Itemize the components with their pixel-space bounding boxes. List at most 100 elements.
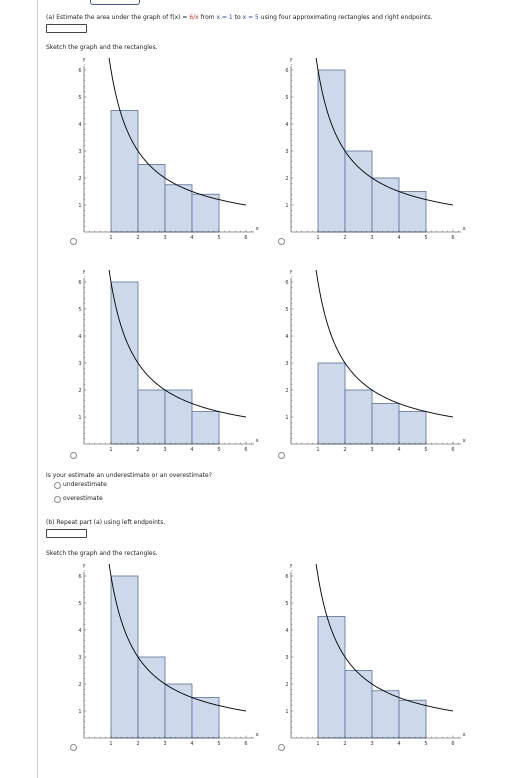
graph-a-option-1: 1 2 3 4 5 6 1 2 3 4 5 6 x y [70,58,262,240]
x-tick-label: 5 [217,447,220,452]
estimate-question: Is your estimate an underestimate or an … [46,472,212,479]
x-tick-label: 3 [370,235,373,240]
x-axis-label: x [255,226,259,232]
y-tick-label: 1 [285,415,288,421]
x-tick-label: 5 [424,447,427,452]
approx-rectangle [398,191,427,233]
y-tick-label: 5 [285,307,288,313]
x-tick-label: 4 [190,235,193,240]
x-tick-label: 5 [424,235,427,240]
y-tick-label: 6 [78,574,81,580]
approx-rectangle [137,164,166,233]
y-tick-label: 2 [285,176,288,182]
x-tick-label: 6 [451,447,454,452]
y-tick-label: 3 [78,149,81,155]
x-tick-label: 3 [370,741,373,746]
graph-svg: 1 2 3 4 5 6 1 2 3 4 5 6 x y [285,564,466,746]
x-tick-label: 2 [136,447,139,452]
x-tick-label: 3 [163,741,166,746]
y-tick-label: 3 [78,655,81,661]
approx-rectangle [371,690,400,739]
y-tick-label: 2 [285,388,288,394]
option-underestimate-label: underestimate [63,481,107,488]
y-tick-label: 2 [78,388,81,394]
y-axis-label: y [82,58,86,63]
radio-graph-b-option-1[interactable] [70,744,77,751]
graph-svg: 1 2 3 4 5 6 1 2 3 4 5 6 x y [78,58,259,240]
x-axis-label: x [462,438,466,444]
y-tick-label: 3 [285,361,288,367]
x-tick-label: 4 [397,447,400,452]
radio-graph-a-option-3[interactable] [70,452,77,459]
y-tick-label: 6 [78,68,81,74]
y-tick-label: 3 [78,361,81,367]
x-tick-label: 5 [217,741,220,746]
y-tick-label: 1 [78,203,81,209]
x-tick-label: 2 [136,235,139,240]
y-axis-label: y [289,270,293,275]
x-tick-label: 4 [190,447,193,452]
y-tick-label: 6 [78,280,81,286]
x-tick-label: 6 [244,447,247,452]
x-tick-label: 1 [316,447,319,452]
x-tick-label: 4 [397,235,400,240]
radio-graph-b-option-2[interactable] [278,744,285,751]
part-a-answer-box[interactable] [46,24,87,33]
part-a-sketch-label: Sketch the graph and the rectangles. [46,44,158,51]
y-tick-label: 2 [285,682,288,688]
x-tick-label: 1 [316,235,319,240]
y-tick-label: 1 [78,709,81,715]
y-tick-label: 5 [285,95,288,101]
approx-rectangle [137,389,166,445]
y-tick-label: 3 [285,149,288,155]
y-tick-label: 6 [285,68,288,74]
approx-rectangle [110,575,139,739]
x-tick-label: 3 [163,447,166,452]
x-tick-label: 3 [163,235,166,240]
radio-graph-a-option-2[interactable] [278,238,285,245]
x-tick-label: 5 [424,741,427,746]
approx-rectangle [191,193,220,233]
radio-graph-a-option-1[interactable] [70,238,77,245]
function-curve [315,270,454,418]
x-tick-label: 5 [217,235,220,240]
approx-rectangle [398,411,427,445]
approx-rectangle [317,362,346,445]
x-tick-label: 6 [451,741,454,746]
x-tick-label: 6 [244,235,247,240]
approx-rectangle [371,403,400,445]
x-axis-label: x [255,438,259,444]
approx-rectangle [110,281,139,445]
radio-overestimate[interactable] [54,496,61,503]
function-curve [108,58,247,206]
function-curve [108,564,247,712]
part-b-answer-box[interactable] [46,529,87,538]
y-tick-label: 2 [78,682,81,688]
graph-svg: 1 2 3 4 5 6 1 2 3 4 5 6 x y [78,270,259,452]
y-axis-label: y [82,270,86,275]
page-left-border [37,0,38,778]
function-curve [315,58,454,206]
x-tick-label: 2 [343,235,346,240]
approx-rectangle [164,683,193,739]
graph-a-option-4: 1 2 3 4 5 6 1 2 3 4 5 6 x y [277,270,469,452]
function-curve [315,564,454,712]
graph-a-option-2: 1 2 3 4 5 6 1 2 3 4 5 6 x y [277,58,469,240]
approx-rectangle [110,110,139,233]
y-tick-label: 3 [285,655,288,661]
top-tab-button[interactable] [90,0,140,5]
part-a-prompt: (a) Estimate the area under the graph of… [46,14,433,21]
x-tick-label: 4 [397,741,400,746]
radio-underestimate[interactable] [54,482,61,489]
y-tick-label: 5 [285,601,288,607]
part-b-sketch-label: Sketch the graph and the rectangles. [46,550,158,557]
y-tick-label: 4 [285,334,288,340]
graph-b-option-2: 1 2 3 4 5 6 1 2 3 4 5 6 x y [277,564,469,746]
radio-graph-a-option-4[interactable] [278,452,285,459]
approx-rectangle [191,411,220,445]
x-tick-label: 1 [109,447,112,452]
approx-rectangle [371,177,400,233]
graph-b-option-1: 1 2 3 4 5 6 1 2 3 4 5 6 x y [70,564,262,746]
approx-rectangle [317,616,346,739]
approx-rectangle [317,69,346,233]
